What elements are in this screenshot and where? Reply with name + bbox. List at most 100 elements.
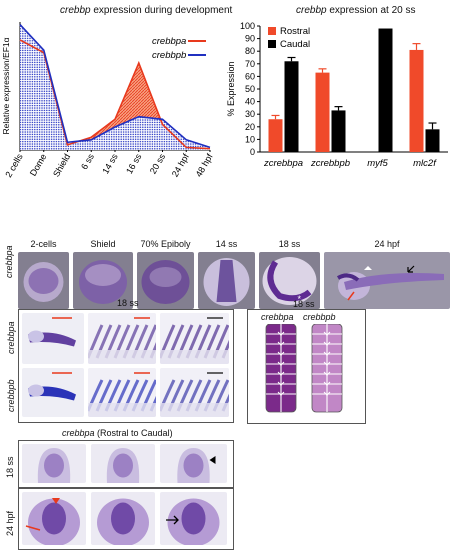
cross-section-image [160,444,227,483]
x-tick-label: 2 cells [3,152,25,180]
chart-a-title-gene: crebbp [60,5,91,16]
stain [85,264,121,286]
red-arrowhead [52,498,60,504]
chart-a: 2 cells Dome Shield 6 ss 14 ss 16 ss 20 ss 24 h… [1,22,215,180]
stain [42,502,66,535]
y-tick-label: 50 [245,84,255,94]
stage-label: 24 hpf [374,239,400,249]
chart-a-title-rest: expression during development [90,5,233,16]
embryo-image [198,252,255,309]
bar-caudal [284,61,299,152]
y-tick-label: 30 [245,109,255,119]
x-tick-label: zcrebbpb [310,158,350,169]
chart-b-title-rest: expression at 20 ss [326,5,416,16]
stain [267,260,312,302]
row-d-title: crebbpa (Rostral to Caudal) [62,428,173,438]
bar-rostral [409,49,424,152]
x-tick-label: zcrebbpa [263,158,303,169]
schematic-label-a: crebbpa [261,312,294,322]
legend-label-crebbpa: crebbpa [152,36,186,47]
bar-rostral [315,72,330,152]
tissue [160,350,229,364]
schematic-stage: 18 ss [293,299,315,309]
embryo-image [137,252,194,309]
cross-section-image [22,492,86,545]
y-tick-label: 20 [245,122,255,132]
row-b-label: crebbpa [4,245,14,278]
row-c-stage: 18 ss [117,298,139,308]
stage-label: 18 ss [278,239,301,249]
embryo-body [344,273,444,290]
stain [183,453,204,478]
row-c-label-b: crebbpb [6,379,16,412]
x-tick-label: Shield [51,152,72,179]
chart-b: 0 10 20 30 40 50 60 70 80 90 100 % Expression zcrebb… [226,21,448,169]
section-image [88,313,156,364]
legend-swatch-caudal [268,40,276,48]
bar-rostral [268,119,283,152]
bar-caudal [425,129,440,152]
chart-b-title-gene: crebbp [296,5,327,16]
section-image [160,313,229,364]
red-arrow [25,525,41,531]
asterisk: * [298,294,302,304]
series-line-crebbpb [19,24,211,149]
bar-caudal [378,28,393,152]
stage-label: Shield [90,239,116,249]
black-arrow [407,265,415,273]
tissue [160,403,229,417]
stage-label: 70% Epiboly [140,239,191,249]
cross-section-image [160,492,227,545]
y-tick-label: 0 [250,147,255,157]
stain [44,453,64,478]
legend-swatch-rostral [268,27,276,35]
stage-label: 14 ss [215,239,238,249]
row-d-title-gene: crebbpa [62,428,95,438]
x-tick-label: Dome [28,152,49,178]
y-tick-label: 10 [245,134,255,144]
bar-caudal [331,110,346,152]
x-tick-label: 16 ss [124,152,144,176]
stain [336,273,360,282]
embryo-image [18,252,69,309]
legend-label-rostral: Rostral [280,26,310,37]
x-tick-label: 6 ss [79,152,96,172]
section-image [88,368,156,417]
row-d-label-24hpf: 24 hpf [5,510,15,536]
cross-section-image [91,444,155,483]
schematic-label-b: crebbpb [303,312,336,322]
yolk [28,384,44,397]
embryo-image [73,252,133,309]
cross-section-image [91,492,155,545]
arrowhead [364,266,372,270]
row-d-title-rest: (Rostral to Caudal) [94,428,173,438]
section-image [160,368,229,417]
notochord [280,324,282,412]
stain [113,453,133,478]
red-arrow [347,291,355,301]
chart-b-title: crebbp expression at 20 ss [296,5,416,16]
x-tick-label: myf5 [367,158,388,169]
y-tick-label: 100 [240,21,255,31]
arrowhead [209,456,216,464]
notochord [326,324,328,412]
y-tick-label: 60 [245,71,255,81]
schematic-diagram [265,324,343,413]
embryo-image [324,252,450,309]
section-image [22,368,84,417]
chart-a-ylabel: Relative expression/EF1α [1,37,11,134]
yolk [28,330,44,343]
row-d-label-18ss: 18 ss [5,456,15,478]
y-tick-label: 70 [245,59,255,69]
tissue [88,403,156,417]
series-area-crebbpb [20,24,210,151]
y-tick-label: 40 [245,97,255,107]
x-tick-label: 24 hpf [170,152,191,179]
legend-label-caudal: Caudal [280,39,310,50]
x-tick-label: 14 ss [100,152,120,176]
stain [111,502,135,535]
stain [28,268,59,294]
chart-a-title: crebbp expression during development [60,5,232,16]
stage-label: 2-cells [30,239,57,249]
cross-section-image [22,444,86,483]
